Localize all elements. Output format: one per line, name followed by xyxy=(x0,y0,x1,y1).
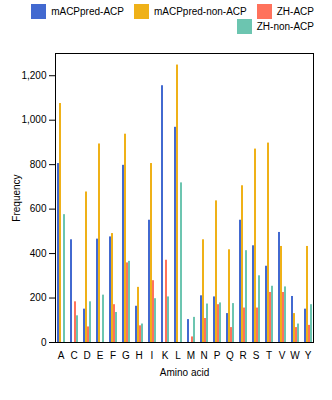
svg-text:L: L xyxy=(175,350,181,361)
svg-text:1,200: 1,200 xyxy=(21,70,46,81)
svg-text:600: 600 xyxy=(30,203,47,214)
html-text:mACPpred-non-ACP: mACPpred-non-ACP xyxy=(154,6,247,17)
svg-text:H: H xyxy=(135,350,142,361)
svg-text:D: D xyxy=(83,350,90,361)
svg-text:N: N xyxy=(200,350,207,361)
svg-text:R: R xyxy=(239,350,246,361)
svg-text:Y: Y xyxy=(305,350,312,361)
svg-text:A: A xyxy=(58,350,65,361)
svg-text:0: 0 xyxy=(41,337,47,348)
svg-text:E: E xyxy=(97,350,104,361)
svg-text:200: 200 xyxy=(30,292,47,303)
svg-text:G: G xyxy=(122,350,130,361)
svg-text:Q: Q xyxy=(226,350,234,361)
svg-text:S: S xyxy=(253,350,260,361)
svg-text:C: C xyxy=(70,350,77,361)
svg-text:Amino acid: Amino acid xyxy=(160,367,209,378)
svg-text:P: P xyxy=(214,350,221,361)
svg-text:1,000: 1,000 xyxy=(21,114,46,125)
svg-text:K: K xyxy=(162,350,169,361)
html-text:ZH-ACP: ZH-ACP xyxy=(276,6,314,17)
svg-text:T: T xyxy=(266,350,272,361)
svg-text:F: F xyxy=(110,350,116,361)
svg-text:800: 800 xyxy=(30,159,47,170)
svg-text:M: M xyxy=(187,350,195,361)
svg-text:I: I xyxy=(151,350,154,361)
html-text:mACPpred-ACP: mACPpred-ACP xyxy=(51,6,124,17)
svg-text:W: W xyxy=(290,350,300,361)
svg-text:V: V xyxy=(279,350,286,361)
html-text:ZH-non-ACP: ZH-non-ACP xyxy=(256,21,314,32)
svg-text:Frequency: Frequency xyxy=(11,174,22,221)
svg-text:400: 400 xyxy=(30,248,47,259)
